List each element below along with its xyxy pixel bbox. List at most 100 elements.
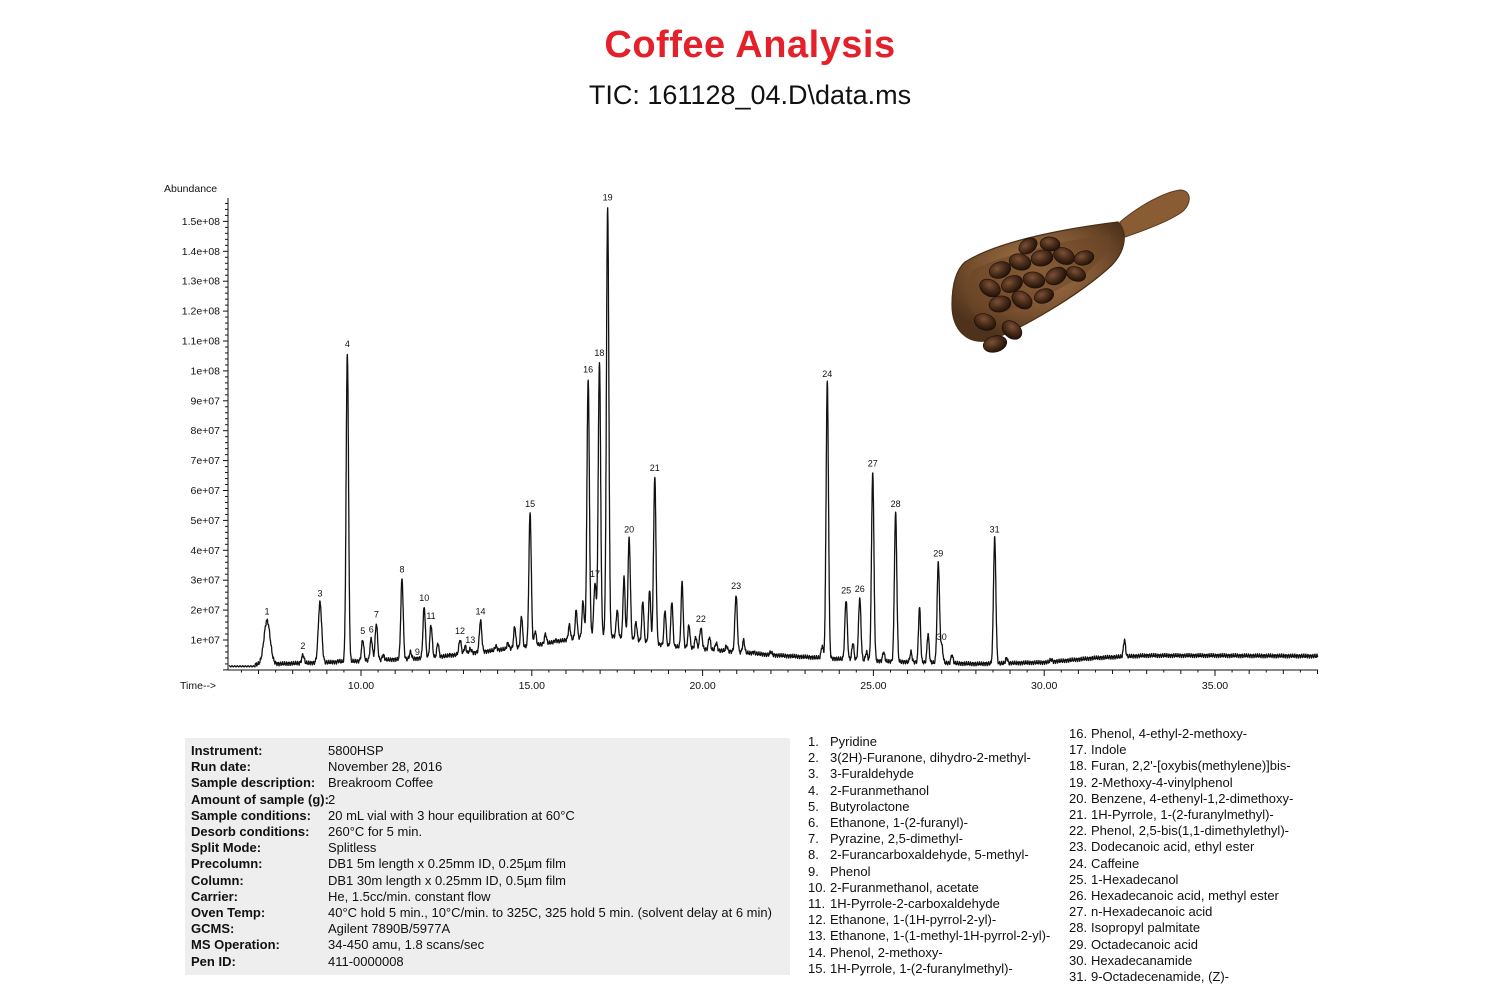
y-tick-label: 8e+07 — [191, 425, 221, 437]
y-tick-label: 1.4e+08 — [182, 246, 220, 258]
peak-label: 21 — [650, 463, 660, 473]
peak-label: 24 — [822, 369, 832, 379]
peak-number: 10. — [808, 879, 827, 895]
y-tick-label: 9e+07 — [191, 395, 221, 407]
peak-compound: 2-Furanmethanol — [830, 782, 929, 798]
info-key: Run date: — [191, 759, 251, 775]
y-tick-label: 1e+07 — [191, 635, 221, 647]
peak-number: 4. — [808, 782, 819, 798]
peak-number: 18. — [1069, 758, 1088, 774]
peak-compound: Butyrolactone — [830, 798, 910, 814]
y-tick-label: 6e+07 — [191, 485, 221, 497]
peak-label: 18 — [594, 348, 604, 358]
peak-number: 21. — [1069, 807, 1088, 822]
peak-compound: n-Hexadecanoic acid — [1091, 904, 1213, 920]
page-subtitle: TIC: 161128_04.D\data.ms — [588, 80, 912, 110]
info-value: November 28, 2016 — [328, 759, 443, 775]
instrument-info-panel: Instrument: 5800HSP Run date: November 28, … — [185, 738, 790, 975]
y-tick-label: 7e+07 — [191, 455, 221, 467]
peak-label: 5 — [360, 626, 365, 636]
peak-number: 1. — [808, 734, 819, 749]
info-value: 20 mL vial with 3 hour equilibration at … — [328, 807, 575, 823]
info-value: Breakroom Coffee — [328, 775, 434, 791]
peak-number: 20. — [1069, 790, 1088, 806]
coffee-scoop-icon — [951, 189, 1190, 353]
peak-number: 14. — [808, 944, 827, 960]
info-value: 411-0000008 — [328, 953, 404, 969]
peak-number: 25. — [1069, 871, 1088, 887]
peak-label: 1 — [265, 607, 270, 617]
info-key: Carrier: — [191, 888, 238, 904]
peak-compound: Hexadecanamide — [1091, 952, 1193, 968]
info-value: 2 — [328, 791, 336, 807]
x-tick-label: 35.00 — [1202, 680, 1228, 692]
peak-compound: 2-Methoxy-4-vinylphenol — [1091, 774, 1233, 790]
y-tick-label: 4e+07 — [191, 545, 221, 557]
peak-number: 30. — [1069, 952, 1088, 968]
page-title: Coffee Analysis — [604, 24, 896, 66]
peak-label: 4 — [345, 339, 350, 349]
y-tick-label: 2e+07 — [191, 605, 221, 617]
peak-compound: Benzene, 4-ethenyl-1,2-dimethoxy- — [1091, 790, 1294, 806]
info-key: Desorb conditions: — [191, 824, 310, 839]
peak-label: 8 — [399, 565, 404, 575]
x-tick-label: 10.00 — [348, 680, 374, 692]
y-axis-label: Abundance — [164, 183, 217, 195]
info-key: Amount of sample (g): — [191, 791, 329, 807]
y-tick-label: 1.5e+08 — [182, 216, 220, 228]
peak-label: 20 — [624, 524, 634, 534]
peak-number: 6. — [808, 815, 819, 830]
info-key: GCMS: — [191, 921, 235, 937]
peak-number: 26. — [1069, 888, 1088, 903]
peak-label: 2 — [300, 641, 305, 651]
peak-compound: 1H-Pyrrole, 1-(2-furanylmethyl)- — [830, 960, 1013, 976]
peak-label: 27 — [868, 459, 878, 469]
peak-compound: 2-Furanmethanol, acetate — [830, 879, 979, 895]
peak-compound: 3-Furaldehyde — [830, 766, 914, 782]
peak-compound: Furan, 2,2'-[oxybis(methylene)]bis- — [1091, 758, 1291, 774]
peak-compound: Ethanone, 1-(1-methyl-1H-pyrrol-2-yl)- — [830, 928, 1051, 944]
info-key: Oven Temp: — [191, 905, 266, 920]
peak-label: 23 — [731, 581, 741, 591]
peak-number: 3. — [808, 766, 819, 782]
info-value: 34-450 amu, 1.8 scans/sec — [328, 937, 485, 953]
peak-compound: 1H-Pyrrole-2-carboxaldehyde — [830, 896, 1000, 911]
peak-label: 25 — [841, 586, 851, 596]
peak-label: 7 — [374, 610, 379, 620]
info-key: Pen ID: — [191, 953, 236, 969]
peak-number: 31. — [1069, 969, 1088, 984]
peak-label: 16 — [583, 364, 593, 374]
peak-number: 28. — [1069, 920, 1088, 936]
peak-compound: Pyrazine, 2,5-dimethyl- — [830, 831, 963, 847]
peak-label: 26 — [855, 584, 865, 594]
peak-compound: 3(2H)-Furanone, dihydro-2-methyl- — [830, 750, 1031, 766]
peak-label: 22 — [696, 614, 706, 624]
peak-label: 12 — [455, 626, 465, 636]
chromatogram-chart: 1e+07 2e+07 3e+07 4e+07 5e+07 6e+07 7e+07 8e+07… — [164, 183, 1319, 692]
peak-compound: 2-Furancarboxaldehyde, 5-methyl- — [830, 847, 1029, 863]
peak-label: 6 — [369, 625, 374, 635]
peak-compound: Indole — [1091, 742, 1127, 758]
peak-list-column-1: 1. Pyridine 2. 3(2H)-Furanone, dihydro-2-me… — [808, 734, 1068, 984]
info-value: DB1 30m length x 0.25mm ID, 0.5µm film — [328, 872, 566, 888]
x-axis-label: Time--> — [180, 680, 216, 692]
peak-compound: Ethanone, 1-(2-furanyl)- — [830, 815, 969, 830]
peak-number: 17. — [1069, 742, 1088, 758]
peak-label: 19 — [603, 192, 613, 202]
peak-compound: 9-Octadecenamide, (Z)- — [1091, 969, 1229, 984]
x-tick-label: 30.00 — [1031, 680, 1057, 692]
info-value: 260°C for 5 min. — [328, 824, 423, 839]
peak-label: 13 — [465, 635, 475, 645]
peak-compound: Hexadecanoic acid, methyl ester — [1091, 888, 1279, 903]
x-tick-label: 20.00 — [689, 680, 715, 692]
peak-compound: Caffeine — [1091, 855, 1140, 871]
peak-compound: Phenol, 2-methoxy- — [830, 944, 943, 960]
y-tick-label: 1.2e+08 — [182, 306, 220, 318]
info-key: MS Operation: — [191, 937, 280, 953]
peak-number: 12. — [808, 912, 827, 928]
peak-label: 11 — [426, 611, 435, 621]
peak-compound: Pyridine — [830, 734, 877, 749]
peak-number: 13. — [808, 928, 827, 944]
x-axis: 10.00 15.00 20.00 25.00 30.00 35.00 — [228, 669, 1318, 692]
